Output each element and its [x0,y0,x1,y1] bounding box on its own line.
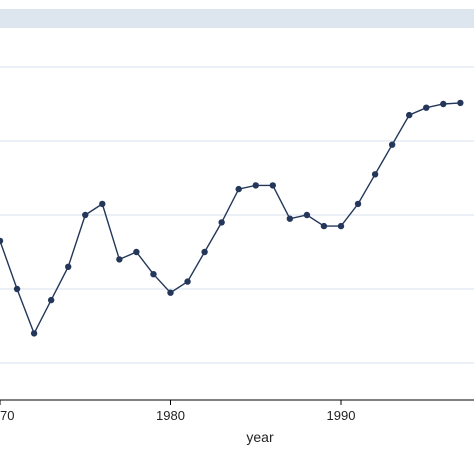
x-tick-label-1970: 1970 [0,408,14,423]
data-points [0,99,464,337]
data-point-1983 [218,219,225,226]
x-tick-label-1980: 1980 [156,408,185,423]
x-tick-label-1990: 1990 [327,408,356,423]
data-point-1970 [0,237,4,245]
data-point-1972 [30,330,38,337]
data-point-1978 [133,248,140,256]
data-point-1994 [406,111,413,119]
data-point-1996 [440,100,447,108]
chart-header-band [0,9,474,28]
data-point-1975 [82,211,89,219]
data-point-1992 [371,171,379,178]
data-point-1990 [337,222,345,230]
data-point-1979 [150,271,157,278]
data-point-1997 [457,99,464,107]
data-point-1982 [201,248,208,256]
data-point-1971 [13,285,21,293]
data-point-1973 [47,296,55,304]
data-point-1993 [388,141,396,148]
x-axis-title: year [246,429,274,445]
data-point-1995 [423,104,430,111]
data-point-1984 [235,185,242,193]
data-point-1976 [99,200,106,208]
data-point-1985 [252,182,259,189]
series-line [0,102,461,336]
data-point-1977 [116,256,123,263]
data-point-1974 [65,263,72,270]
data-point-1991 [354,200,362,208]
x-axis-ticks: 1970 1980 1990 [0,400,355,423]
data-point-1989 [320,222,328,230]
data-point-1986 [269,182,277,189]
data-point-1988 [303,211,311,219]
data-point-1987 [286,215,294,222]
data-point-1981 [184,278,191,285]
data-point-1980 [167,289,174,296]
